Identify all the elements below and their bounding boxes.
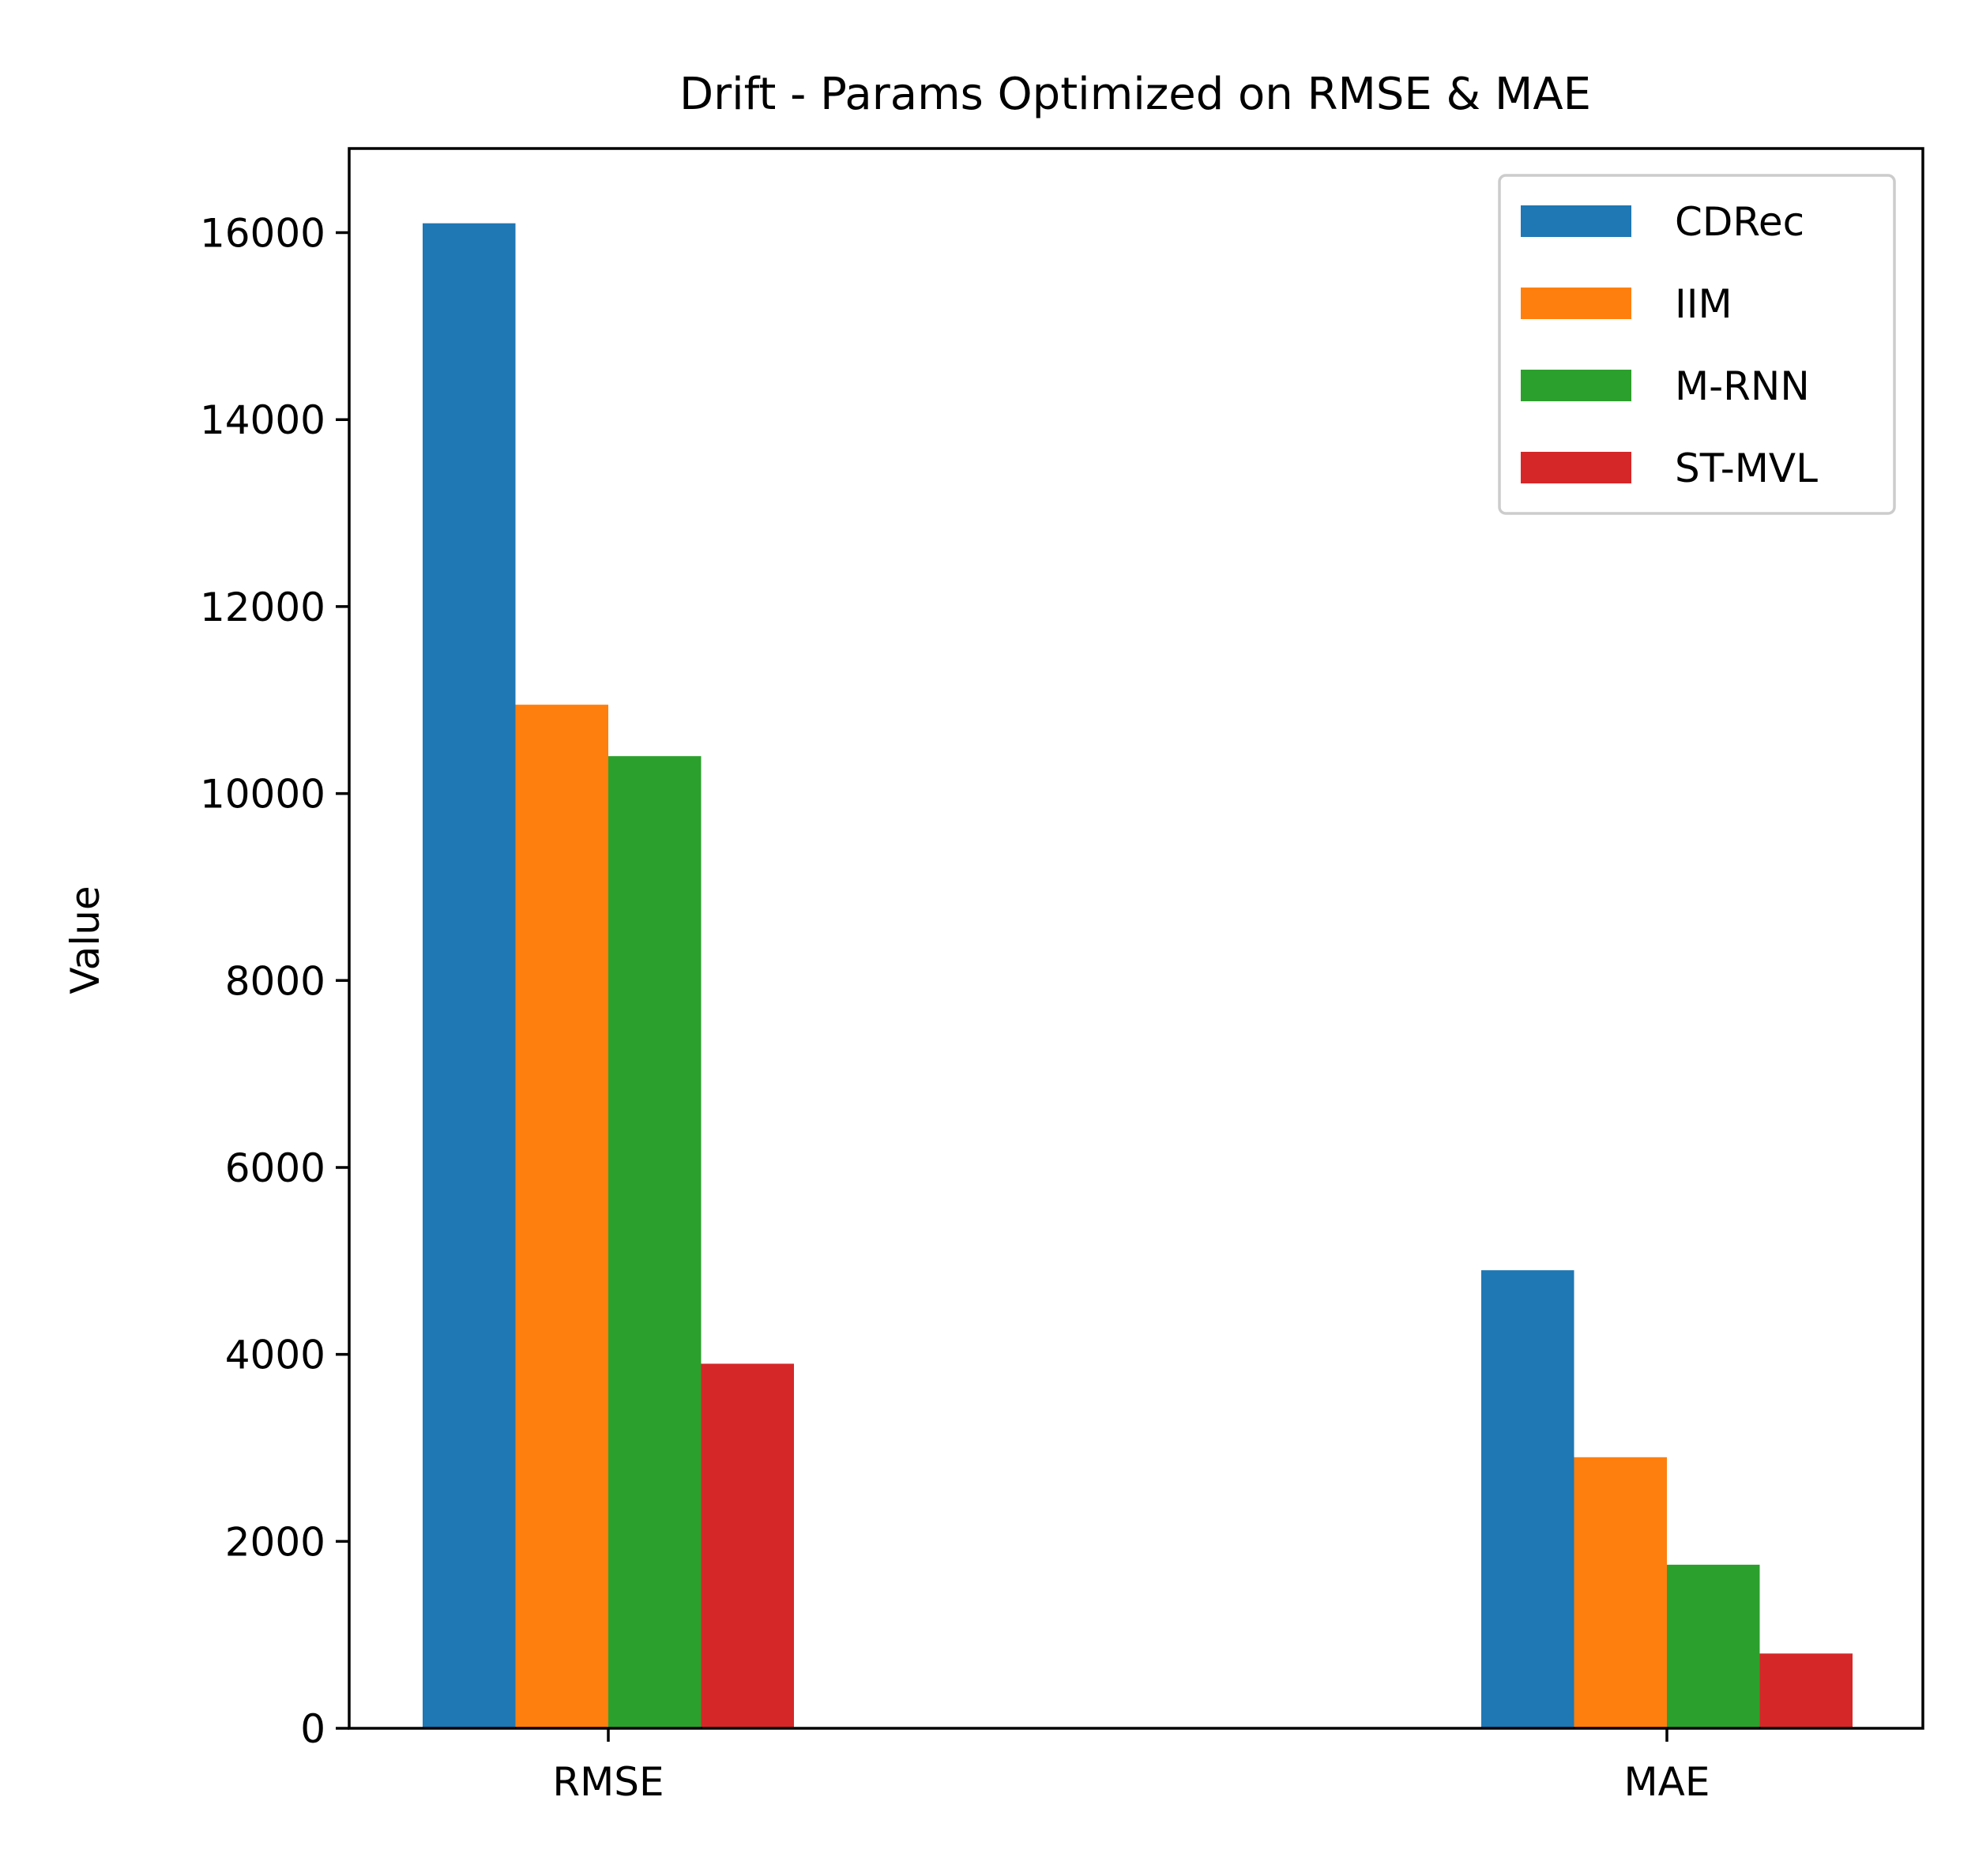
bar-m-rnn-rmse: [608, 756, 702, 1729]
legend: CDRec IIM M-RNN ST-MVL: [1498, 174, 1896, 515]
legend-label: M-RNN: [1675, 363, 1810, 409]
y-tick-label: 10000: [200, 772, 325, 818]
legend-swatch: [1521, 452, 1631, 483]
y-tick-label: 14000: [200, 397, 325, 443]
bar-st-mvl-mae: [1759, 1653, 1853, 1728]
legend-label: ST-MVL: [1675, 446, 1818, 491]
x-tick-label: RMSE: [552, 1759, 664, 1805]
legend-swatch: [1521, 370, 1631, 401]
y-tick-label: 12000: [200, 585, 325, 630]
x-axis: RMSE MAE: [552, 1728, 1710, 1805]
y-tick-label: 4000: [225, 1333, 325, 1378]
y-tick-label: 2000: [225, 1519, 325, 1565]
y-axis: 0 2000 4000 6000 8000 10000 12000 14000 16000: [200, 211, 349, 1752]
bar-st-mvl-rmse: [701, 1363, 794, 1728]
legend-swatch: [1521, 205, 1631, 237]
bar-m-rnn-mae: [1667, 1564, 1760, 1728]
bar-iim-mae: [1574, 1457, 1667, 1728]
y-tick-label: 6000: [225, 1145, 325, 1191]
y-tick-label: 8000: [225, 958, 325, 1004]
y-axis-label: Value: [62, 885, 108, 994]
legend-swatch: [1521, 288, 1631, 319]
plot-frame: [348, 147, 1924, 1730]
y-tick-label: 16000: [200, 211, 325, 257]
bar-cdrec-mae: [1481, 1270, 1574, 1728]
legend-box: [1498, 174, 1896, 515]
legend-label: IIM: [1675, 281, 1732, 327]
bar-cdrec-rmse: [423, 223, 516, 1728]
bars: [423, 223, 1853, 1729]
legend-label: CDRec: [1675, 199, 1804, 245]
bar-iim-rmse: [515, 705, 608, 1728]
chart-title: Drift - Params Optimized on RMSE & MAE: [679, 69, 1591, 120]
x-tick-label: MAE: [1624, 1759, 1710, 1805]
y-tick-label: 0: [300, 1706, 325, 1752]
